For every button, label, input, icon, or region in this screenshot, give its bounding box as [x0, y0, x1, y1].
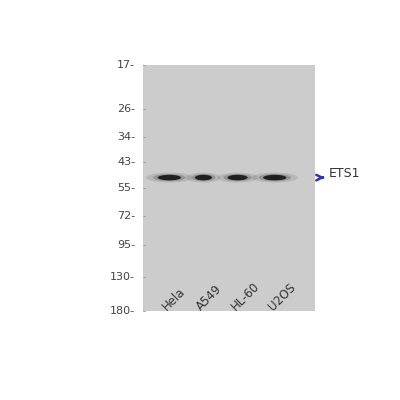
Text: 43-: 43-	[117, 157, 135, 167]
Ellipse shape	[158, 175, 181, 180]
Ellipse shape	[146, 172, 193, 182]
Text: 34-: 34-	[117, 132, 135, 142]
Ellipse shape	[195, 175, 212, 180]
Text: 17-: 17-	[117, 60, 135, 70]
Ellipse shape	[224, 174, 252, 181]
Text: 180-: 180-	[110, 306, 135, 316]
Ellipse shape	[153, 174, 186, 181]
Ellipse shape	[228, 175, 248, 180]
Text: 130-: 130-	[110, 272, 135, 282]
Text: HL-60: HL-60	[228, 280, 262, 313]
Ellipse shape	[186, 172, 220, 182]
Text: 26-: 26-	[117, 104, 135, 114]
Text: ETS1: ETS1	[329, 167, 360, 180]
Ellipse shape	[258, 174, 291, 181]
Text: Hela: Hela	[160, 285, 188, 313]
Text: A549: A549	[194, 282, 225, 313]
Text: 55-: 55-	[117, 182, 135, 192]
Ellipse shape	[263, 175, 286, 180]
Bar	[143, 65, 315, 311]
Ellipse shape	[192, 174, 215, 181]
Ellipse shape	[218, 172, 258, 182]
Text: U2OS: U2OS	[266, 281, 298, 313]
Ellipse shape	[252, 172, 298, 182]
Text: 72-: 72-	[117, 211, 135, 221]
Text: 95-: 95-	[117, 240, 135, 250]
